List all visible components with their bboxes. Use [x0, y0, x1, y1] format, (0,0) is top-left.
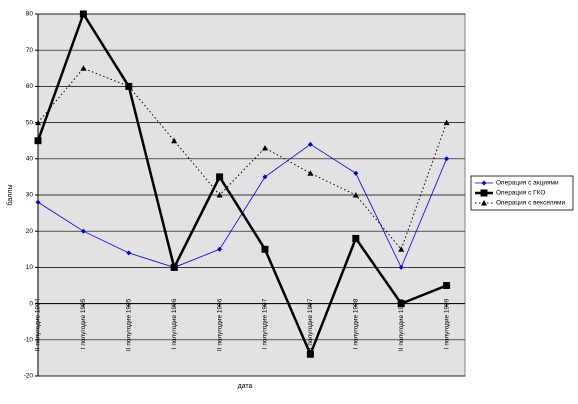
marker: [35, 119, 41, 126]
marker: [262, 144, 268, 151]
marker: [34, 137, 42, 145]
y-tick-label: 50: [26, 119, 34, 126]
legend-label: Операция с ГКО: [496, 190, 545, 197]
marker: [443, 282, 451, 289]
marker: [261, 245, 269, 253]
marker: [262, 174, 268, 180]
x-tick-label: I полугодие 1998: [353, 298, 360, 349]
marker: [35, 199, 41, 205]
marker: [352, 234, 360, 242]
y-tick-label: 10: [26, 264, 34, 271]
marker: [79, 10, 87, 18]
x-tick-label: I полугодие 1996: [171, 298, 178, 349]
series-line: [36, 11, 448, 358]
marker: [307, 170, 314, 176]
marker: [352, 192, 359, 198]
marker: [443, 119, 450, 126]
x-tick-label: II полугодие 1997: [307, 298, 314, 351]
marker: [80, 228, 86, 234]
marker: [80, 65, 87, 71]
x-tick-label: II полугодие 1998: [398, 298, 405, 351]
marker: [216, 192, 223, 198]
marker: [398, 264, 404, 270]
marker: [307, 141, 313, 147]
y-tick-label: 70: [26, 47, 34, 54]
y-tick-label: 60: [26, 83, 34, 90]
legend-label: Операция с векселями: [496, 200, 565, 207]
x-tick-label: I полугодие 1997: [262, 298, 269, 349]
x-tick-label: II полугодие 1994: [35, 298, 42, 351]
y-tick-label: 30: [26, 192, 34, 199]
marker: [125, 83, 132, 89]
marker: [306, 350, 314, 358]
y-tick-label: 0: [29, 300, 33, 307]
marker: [481, 200, 487, 206]
series-line: [37, 67, 448, 251]
y-tick-label: 40: [26, 156, 34, 163]
marker: [216, 173, 224, 181]
x-axis-label: дата: [238, 383, 253, 390]
legend-label: Операция с акциями: [496, 180, 559, 187]
marker: [171, 137, 178, 144]
x-tick-label: II полугодие 1996: [216, 298, 223, 351]
marker: [444, 156, 450, 162]
marker: [480, 189, 488, 197]
x-tick-label: II полугодие 1995: [126, 298, 133, 351]
y-tick-label: 80: [26, 11, 34, 18]
x-tick-label: I полугодие 1999: [443, 298, 450, 349]
marker: [481, 180, 487, 186]
y-tick-label: 20: [26, 228, 34, 235]
marker: [170, 263, 178, 271]
marker: [217, 246, 223, 252]
marker: [353, 170, 359, 176]
marker: [397, 300, 405, 308]
marker: [126, 250, 132, 256]
y-tick-label: -20: [24, 373, 34, 380]
y-axis-label: баллы: [6, 185, 14, 206]
y-tick-label: -10: [24, 337, 34, 344]
x-tick-label: I полугодие 1995: [80, 298, 87, 349]
marker: [398, 246, 405, 252]
